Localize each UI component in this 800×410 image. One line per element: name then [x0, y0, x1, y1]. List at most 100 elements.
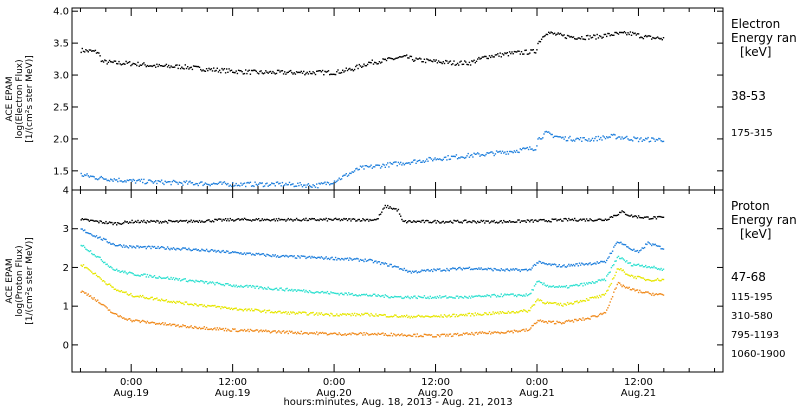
data-point — [108, 283, 111, 285]
data-point — [130, 245, 132, 247]
data-point — [318, 332, 320, 334]
data-point — [452, 267, 454, 269]
data-point — [187, 280, 189, 283]
data-point — [200, 280, 202, 282]
data-point — [532, 324, 534, 327]
data-point — [522, 310, 524, 313]
data-point — [132, 245, 134, 248]
data-point — [98, 256, 100, 258]
data-point — [149, 65, 151, 67]
data-point — [635, 137, 637, 140]
data-point — [276, 331, 279, 333]
data-point — [632, 275, 634, 277]
data-point — [299, 333, 301, 335]
data-point — [247, 70, 249, 72]
data-point — [439, 158, 441, 160]
data-point — [443, 314, 446, 316]
data-point — [255, 285, 257, 288]
data-point — [384, 333, 386, 335]
data-point — [524, 330, 526, 332]
data-point — [478, 153, 480, 155]
data-point — [432, 160, 434, 162]
data-point — [104, 238, 106, 240]
data-point — [124, 220, 126, 222]
data-point — [163, 183, 165, 186]
data-point — [439, 268, 441, 270]
data-point — [544, 320, 546, 323]
data-point — [535, 149, 537, 151]
data-point — [179, 182, 182, 184]
data-point — [410, 296, 413, 298]
x-tick-label: 12:00 — [624, 377, 653, 388]
data-point — [545, 220, 547, 222]
data-point — [301, 219, 304, 221]
data-point — [156, 219, 158, 222]
data-point — [484, 295, 486, 297]
data-point — [247, 286, 249, 288]
data-point — [617, 241, 620, 244]
data-point — [230, 307, 233, 309]
data-point — [259, 330, 261, 332]
data-point — [555, 135, 557, 137]
data-point — [614, 260, 616, 262]
data-point — [170, 300, 172, 303]
data-point — [643, 139, 646, 141]
data-point — [510, 312, 512, 314]
data-point — [232, 251, 234, 253]
data-point — [150, 180, 152, 182]
data-point — [414, 159, 416, 161]
data-point — [538, 137, 540, 139]
data-point — [435, 336, 437, 338]
data-point — [498, 313, 500, 315]
data-point — [184, 181, 186, 184]
data-point — [574, 265, 576, 267]
data-point — [558, 33, 560, 35]
data-point — [383, 207, 385, 209]
data-point — [579, 38, 582, 40]
data-point — [81, 47, 83, 50]
data-point — [469, 315, 472, 317]
data-point — [593, 282, 595, 284]
data-point — [176, 247, 178, 250]
data-point — [114, 60, 117, 62]
data-point — [436, 295, 439, 298]
data-point — [209, 68, 211, 71]
data-point — [518, 330, 520, 332]
data-point — [659, 245, 661, 248]
data-point — [131, 63, 133, 66]
data-point — [498, 151, 500, 153]
data-point — [215, 183, 217, 185]
data-point — [593, 262, 595, 265]
data-point — [339, 292, 342, 295]
data-point — [217, 249, 220, 252]
data-point — [551, 320, 553, 323]
data-point — [352, 218, 355, 220]
data-point — [137, 219, 139, 222]
data-point — [485, 220, 487, 222]
data-point — [230, 285, 233, 287]
data-point — [169, 278, 171, 280]
data-point — [574, 301, 576, 303]
data-point — [662, 268, 665, 270]
data-point — [642, 247, 645, 250]
data-point — [275, 218, 278, 220]
data-point — [458, 297, 460, 299]
data-point — [468, 220, 471, 223]
data-point — [187, 303, 189, 305]
data-point — [210, 249, 213, 251]
data-point — [120, 245, 123, 247]
data-point — [326, 220, 329, 222]
data-point — [344, 70, 346, 72]
data-point — [340, 257, 343, 260]
data-point — [304, 255, 306, 258]
data-point — [223, 68, 226, 70]
data-point — [185, 180, 188, 182]
data-point — [197, 280, 199, 283]
data-point — [615, 214, 617, 217]
data-point — [527, 219, 530, 222]
data-point — [478, 221, 480, 224]
data-point — [286, 71, 288, 74]
data-point — [453, 60, 455, 62]
data-point — [84, 174, 86, 176]
data-point — [253, 185, 255, 188]
